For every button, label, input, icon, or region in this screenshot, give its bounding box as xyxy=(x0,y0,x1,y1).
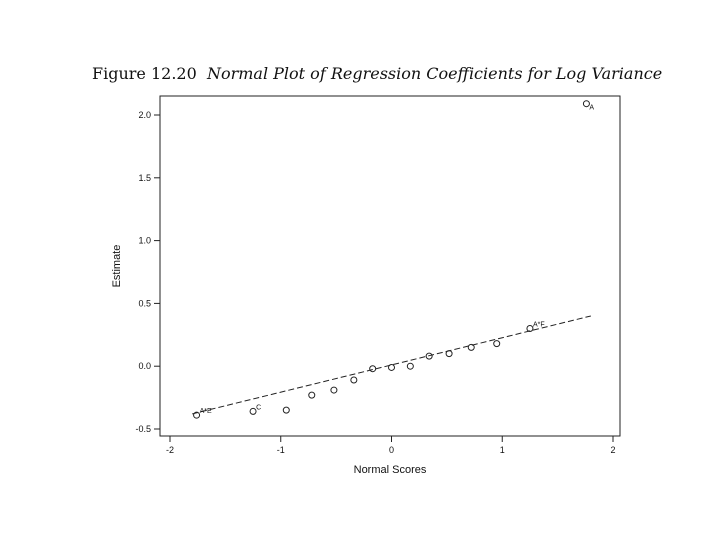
data-point xyxy=(350,376,358,384)
figure-caption: Normal Plot of Regression Coefficients f… xyxy=(206,64,663,83)
x-tick-label: 1 xyxy=(500,445,505,455)
y-tick-label: 1.5 xyxy=(138,173,151,183)
y-tick-label: -0.5 xyxy=(135,424,151,434)
figure-title: Figure 12.20 Normal Plot of Regression C… xyxy=(92,64,662,83)
point-label: C xyxy=(256,404,261,411)
data-point xyxy=(330,386,338,394)
data-point xyxy=(582,100,590,108)
point-label: A xyxy=(589,105,594,112)
data-point xyxy=(249,407,257,415)
y-tick-label: 2.0 xyxy=(138,110,151,120)
data-point xyxy=(308,391,316,399)
data-point xyxy=(445,350,453,358)
x-tick-label: -2 xyxy=(166,445,174,455)
point-label: A*E xyxy=(200,408,212,415)
data-points: A*E C A*F A xyxy=(193,100,594,419)
plot-frame xyxy=(159,95,621,437)
reference-line-group xyxy=(192,315,591,415)
data-point xyxy=(369,365,377,373)
data-point xyxy=(388,363,395,371)
x-tick-label: 2 xyxy=(610,445,615,455)
data-point xyxy=(282,406,290,414)
data-point xyxy=(425,352,433,360)
x-tick-label: 0 xyxy=(389,445,394,455)
x-tick-label: -1 xyxy=(277,445,285,455)
axes: -2 -1 0 1 2 -0.5 0.0 0.5 1.0 1.5 2.0 xyxy=(135,110,615,455)
point-label: A*F xyxy=(533,322,545,329)
y-tick-label: 0.0 xyxy=(138,361,151,371)
y-tick-label: 0.5 xyxy=(138,298,151,308)
data-point xyxy=(193,411,201,419)
y-axis-title: Estimate xyxy=(111,245,123,288)
data-point xyxy=(526,325,534,333)
data-point xyxy=(467,343,475,351)
data-point xyxy=(493,340,501,348)
data-point xyxy=(406,362,414,370)
y-tick-label: 1.0 xyxy=(138,236,151,246)
x-axis-title: Normal Scores xyxy=(354,464,427,476)
figure-number: Figure 12.20 xyxy=(92,64,197,83)
reference-line xyxy=(192,315,591,415)
